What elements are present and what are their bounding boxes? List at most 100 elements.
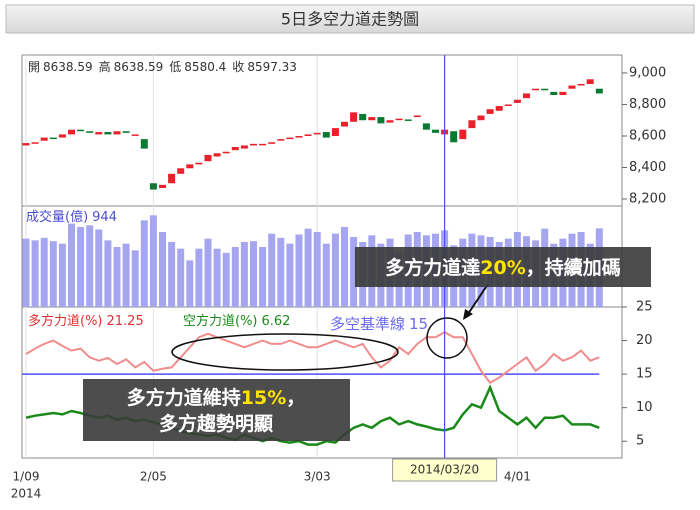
- volume-bar: [49, 241, 57, 307]
- volume-bar: [149, 215, 157, 307]
- candle: [532, 88, 540, 91]
- candle: [195, 162, 203, 165]
- candle: [341, 121, 348, 127]
- readout-label: 高: [99, 59, 111, 74]
- candle: [131, 134, 139, 136]
- candle: [331, 128, 339, 136]
- x-tick-label: 2/05: [140, 470, 167, 484]
- readout-value: 8597.33: [247, 60, 297, 74]
- candle: [213, 153, 221, 157]
- candle: [504, 104, 512, 106]
- candle: [395, 118, 403, 121]
- volume-bar: [195, 248, 203, 307]
- annotation: 多方趨勢明顯: [159, 412, 273, 435]
- candle: [113, 131, 121, 135]
- volume-bar: [231, 247, 239, 307]
- candle: [386, 120, 394, 123]
- volume-bar: [31, 240, 39, 307]
- annotation-part: 20%: [480, 257, 525, 279]
- volume-bar: [113, 247, 121, 307]
- candle: [377, 117, 385, 124]
- callout-box: [355, 247, 651, 287]
- volume-bar: [240, 242, 248, 307]
- candle: [495, 106, 503, 111]
- volume-name: 成交量(億): [26, 209, 88, 225]
- candle: [40, 137, 48, 141]
- ohlc-readout: 開 8638.59 高 8638.59 低 8580.4 收 8597.33: [28, 59, 297, 74]
- candle: [568, 85, 576, 89]
- candle: [286, 137, 294, 140]
- candle: [295, 135, 303, 138]
- legend-value: 6.62: [262, 314, 291, 329]
- y-tick-label: 8,400: [629, 160, 666, 175]
- candle: [159, 184, 166, 188]
- legend-value: 21.25: [107, 314, 144, 329]
- candle: [550, 91, 558, 96]
- volume-bar: [268, 233, 276, 307]
- candle: [322, 132, 330, 138]
- volume-bar: [122, 243, 130, 307]
- candle: [432, 129, 439, 133]
- volume-bar: [168, 242, 176, 307]
- annotation-part: ，持續加碼: [526, 256, 621, 279]
- legend-entry: 多方力道(%) 21.25: [28, 313, 144, 329]
- y-tick-label: 9,000: [629, 65, 666, 80]
- volume-bar: [277, 237, 285, 307]
- volume-bar: [313, 232, 321, 307]
- candle: [468, 120, 476, 129]
- candle: [222, 151, 230, 154]
- legend-value: 15: [409, 315, 428, 333]
- candle: [68, 129, 75, 135]
- annotation: 多方力道達20%，持續加碼: [385, 256, 621, 279]
- volume-bar: [350, 237, 358, 307]
- legend-entry: 多空基準線 15: [330, 315, 428, 333]
- candle: [186, 164, 194, 169]
- highlight-ellipse: [171, 333, 399, 371]
- crosshair-label: 2014/03/20: [410, 463, 479, 477]
- volume-bar: [259, 247, 267, 307]
- volume-bar: [22, 238, 30, 307]
- volume-bar: [159, 232, 166, 307]
- year-label: 2014: [11, 487, 42, 501]
- readout-label: 開: [28, 60, 40, 74]
- readout-value: 8638.59: [114, 60, 164, 74]
- volume-bar: [104, 240, 112, 307]
- candle: [31, 142, 39, 144]
- candle: [240, 145, 248, 149]
- legend-name: 空方力道(%): [183, 313, 258, 329]
- annotation-part: 多方力道維持: [127, 386, 241, 409]
- candle: [58, 134, 66, 138]
- candle: [95, 132, 103, 135]
- candle: [77, 129, 85, 132]
- candle: [250, 143, 257, 146]
- x-tick-label: 1/09: [13, 470, 40, 484]
- volume-value: 944: [92, 210, 117, 225]
- annotation: 多方力道維持15%，: [127, 386, 306, 409]
- candle: [595, 88, 603, 94]
- volume-bar: [140, 220, 148, 307]
- candle: [459, 129, 467, 140]
- volume-bar: [222, 252, 230, 307]
- volume-bar: [95, 229, 103, 307]
- candle: [177, 168, 185, 174]
- candle: [450, 131, 458, 143]
- volume-bar: [250, 241, 257, 307]
- candle: [104, 132, 112, 135]
- candle: [268, 142, 276, 144]
- annotation-part: 多方力道達: [385, 256, 480, 279]
- chart-title: 5日多空力道走勢圖: [281, 10, 419, 29]
- arrow-head: [463, 309, 473, 320]
- volume-bar: [286, 243, 294, 307]
- volume-bar: [40, 237, 48, 307]
- y-tick-label: 20: [636, 333, 653, 348]
- volume-bar: [331, 233, 339, 307]
- candle: [259, 143, 267, 146]
- volume-readout: 成交量(億) 944: [26, 209, 117, 225]
- volume-bar: [295, 234, 303, 307]
- crosshair-label-box: [392, 458, 498, 482]
- candle: [350, 112, 358, 122]
- readout-value: 8638.59: [43, 60, 93, 74]
- candle: [277, 139, 285, 141]
- annotation-part: ，: [286, 387, 305, 409]
